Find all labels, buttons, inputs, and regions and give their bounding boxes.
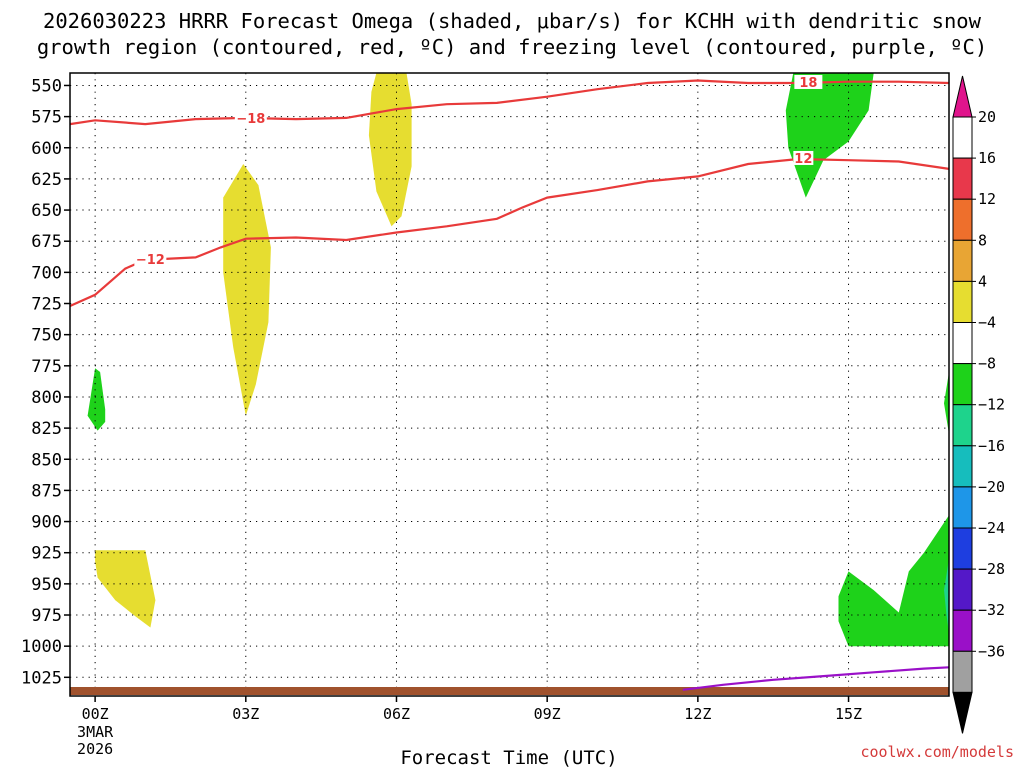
contour-label--12: −12 [136,253,165,268]
y-tick-label-1025: 1025 [21,668,62,688]
y-tick-label-1000: 1000 [21,637,62,657]
x-axis-label: Forecast Time (UTC) [400,747,617,768]
plot-area: −18 −12 18 12 [69,72,950,697]
omega-region-7 [944,558,949,634]
y-tick-label-975: 975 [31,606,62,626]
contour-freezing [682,666,950,691]
contour--12 [69,157,950,308]
colorbar-tick-label-9: −20 [978,478,1005,496]
omega-region-1 [223,164,271,416]
colorbar-bottom-arrow [952,691,973,734]
colorbar-tick-label-10: −24 [978,519,1005,537]
y-tick-label-650: 650 [31,201,62,221]
y-tick-label-625: 625 [31,170,62,190]
contour-label-bg--18 [234,110,267,127]
y-tick-label-875: 875 [31,481,62,501]
colorbar-segment-0 [952,116,973,159]
colorbar-segment-10 [952,527,973,570]
y-tick-label-550: 550 [31,76,62,96]
omega-shaded-regions [87,73,949,647]
colorbar-segment-13 [952,650,973,693]
y-tick-label-700: 700 [31,263,62,283]
omega-region-4 [785,73,874,198]
colorbar-segment-8 [952,445,973,488]
colorbar-segment-12 [952,609,973,652]
plot-frame [69,72,950,697]
colorbar-tick-label-2: 12 [978,190,996,208]
x-tick-label-00Z: 00Z [82,705,109,723]
omega-region-6 [838,500,949,647]
colorbar-segment-7 [952,404,973,447]
colorbar-segment-4 [952,280,973,323]
colorbar-tick-label-0: 20 [978,108,996,126]
colorbar-segment-1 [952,157,973,200]
colorbar-segment-6 [952,363,973,406]
colorbar-tick-label-6: −8 [978,355,996,373]
omega-region-3 [87,368,106,431]
x-tick-label-12Z: 12Z [684,705,711,723]
y-tick-label-775: 775 [31,357,62,377]
contour-label-12b: 12 [794,152,812,167]
colorbar-tick-label-12: −32 [978,601,1005,619]
x-tick-label-06Z: 06Z [383,705,410,723]
omega-colorbar: 20 16 12 8 4 −4 −8 −12 −16 −20 −24 −28 −32 −36 [952,75,1005,734]
contour-lines: −18 −12 18 12 [69,74,950,691]
y-tick-label-675: 675 [31,232,62,252]
contour-label-bg-18b [794,74,823,89]
y-tick-label-750: 750 [31,326,62,346]
contour-label--18: −18 [236,112,265,127]
colorbar-tick-label-3: 8 [978,231,987,249]
credit-text: coolwx.com/models [860,743,1014,761]
colorbar-segment-5 [952,322,973,365]
colorbar-tick-label-1: 16 [978,149,996,167]
x-tick-sublabel-date: 3MAR [77,723,114,741]
colorbar-tick-label-7: −12 [978,396,1005,414]
colorbar-tick-label-5: −4 [978,314,996,332]
colorbar-tick-label-13: −36 [978,642,1005,660]
y-tick-label-575: 575 [31,108,62,128]
x-tick-label-03Z: 03Z [232,705,259,723]
y-axis-pressure: 550 575 600 625 650 675 700 725 750 775 800 825 850 8… [21,76,70,688]
colorbar-tick-label-11: −28 [978,560,1005,578]
y-tick-label-600: 600 [31,139,62,159]
y-tick-label-900: 900 [31,513,62,533]
colorbar-segment-9 [952,486,973,529]
y-tick-label-850: 850 [31,450,62,470]
chart-title-line1: 2026030223 HRRR Forecast Omega (shaded, … [43,9,982,33]
y-tick-label-950: 950 [31,575,62,595]
x-tick-label-15Z: 15Z [835,705,862,723]
colorbar-segment-3 [952,239,973,282]
y-tick-label-800: 800 [31,388,62,408]
omega-region-2 [95,550,156,628]
ground-bar [70,687,949,695]
colorbar-top-arrow [952,75,973,118]
omega-region-5 [944,372,949,435]
colorbar-segment-2 [952,198,973,241]
colorbar-segment-11 [952,568,973,611]
colorbar-tick-label-4: 4 [978,272,987,290]
contour-label-bg-12b [793,150,814,165]
contour-label-18b: 18 [799,76,817,91]
x-tick-label-09Z: 09Z [534,705,561,723]
y-tick-label-725: 725 [31,295,62,315]
y-tick-label-825: 825 [31,419,62,439]
colorbar-tick-label-8: −16 [978,437,1005,455]
chart-title-line2: growth region (contoured, red, ºC) and f… [37,35,987,59]
contour-label-bg--12 [134,250,167,267]
y-tick-label-925: 925 [31,544,62,564]
x-tick-sublabel-year: 2026 [77,740,113,758]
